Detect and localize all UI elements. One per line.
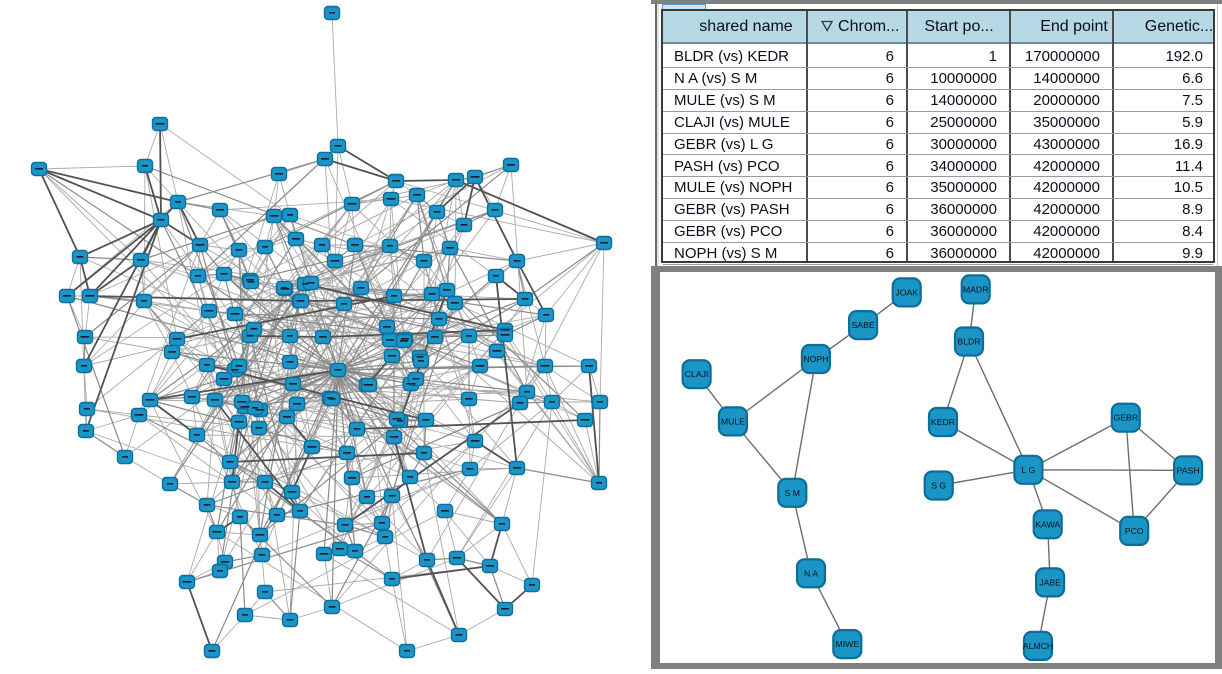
svg-text:MULE: MULE [721, 416, 745, 426]
svg-text:JABE: JABE [1039, 577, 1061, 587]
svg-text:NOPH: NOPH [803, 354, 828, 364]
svg-text:CLAJI: CLAJI [685, 369, 709, 379]
svg-text:N A: N A [804, 568, 818, 578]
svg-text:PASH: PASH [1177, 465, 1200, 475]
svg-text:L G: L G [1022, 465, 1036, 475]
svg-text:JOAK: JOAK [895, 287, 918, 297]
svg-text:PCO: PCO [1125, 526, 1144, 536]
svg-text:BLDR: BLDR [957, 337, 980, 347]
svg-text:GEBR: GEBR [1113, 413, 1138, 423]
svg-text:S G: S G [931, 481, 946, 491]
svg-text:SABE: SABE [852, 320, 875, 330]
svg-text:MIWE: MIWE [835, 639, 859, 649]
svg-text:S M: S M [785, 488, 800, 498]
svg-text:KEDR: KEDR [931, 417, 955, 427]
svg-text:KAWA: KAWA [1035, 519, 1060, 529]
svg-text:ALMCH: ALMCH [1023, 641, 1053, 651]
svg-text:MADR: MADR [963, 284, 989, 294]
